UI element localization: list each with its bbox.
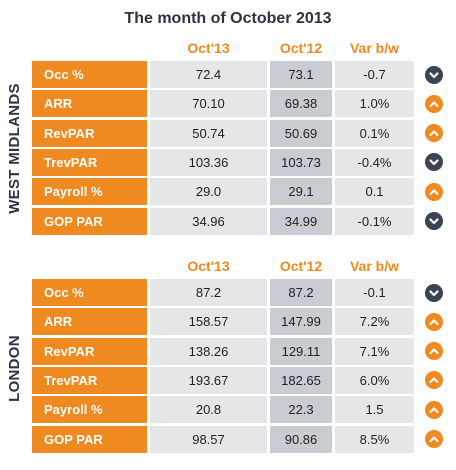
table-row: GOP PAR 34.96 34.99 -0.1% — [0, 207, 456, 238]
value-variance: -0.4% — [335, 148, 414, 176]
oct12-cell-bg — [270, 337, 332, 365]
value-oct13: 138.26 — [150, 337, 267, 365]
chevron-down-icon — [425, 153, 443, 172]
table-row: TrevPAR 193.67 182.65 6.0% — [0, 366, 456, 397]
section-west-midlands: WEST MIDLANDS Oct'13 Oct'12 Var b/w Occ … — [0, 38, 456, 235]
chevron-down-icon — [425, 283, 443, 302]
value-variance: 0.1 — [335, 178, 414, 206]
value-oct13: 158.57 — [150, 308, 267, 336]
value-oct12: 22.3 — [288, 402, 314, 418]
oct12-cell-bg — [270, 148, 332, 176]
value-oct12: 73.1 — [288, 67, 314, 82]
metric-label: TrevPAR — [32, 148, 147, 176]
chevron-up-icon — [425, 400, 443, 419]
chevron-up-icon — [425, 342, 443, 361]
chevron-up-icon — [425, 182, 443, 201]
oct12-cell-bg — [270, 119, 332, 147]
table-row: TrevPAR 103.36 103.73 -0.4% — [0, 148, 456, 179]
value-oct12: 182.65 — [281, 372, 321, 388]
oct12-cell-bg — [270, 396, 332, 424]
oct12-cell-bg — [270, 207, 332, 235]
value-variance: -0.1 — [335, 279, 414, 306]
value-variance: 1.5 — [335, 396, 414, 424]
chevron-up-icon — [425, 371, 443, 390]
column-header-oct13: Oct'13 — [187, 40, 230, 56]
value-oct13: 103.36 — [150, 148, 267, 176]
value-oct13: 70.10 — [150, 90, 267, 118]
metric-label: ARR — [32, 308, 147, 336]
value-oct13: 50.74 — [150, 119, 267, 147]
table-row: Payroll % 29.0 29.1 0.1 — [0, 178, 456, 208]
column-header-oct13: Oct'13 — [187, 258, 230, 274]
oct12-cell-bg — [270, 90, 332, 118]
value-oct12: 87.2 — [288, 285, 314, 300]
table-row: Occ % 72.4 73.1 -0.7 — [0, 61, 456, 91]
table-row: ARR 158.57 147.99 7.2% — [0, 308, 456, 338]
table-row: Payroll % 20.8 22.3 1.5 — [0, 396, 456, 426]
oct12-cell-bg — [270, 178, 332, 206]
value-oct12: 147.99 — [281, 314, 321, 330]
metric-label: TrevPAR — [32, 366, 147, 394]
metric-label: ARR — [32, 90, 147, 118]
metric-label: RevPAR — [32, 119, 147, 147]
value-oct13: 193.67 — [150, 366, 267, 394]
value-variance: -0.1% — [335, 207, 414, 235]
value-variance: 7.2% — [335, 308, 414, 336]
value-variance: 8.5% — [335, 425, 414, 453]
chevron-up-icon — [425, 312, 443, 331]
value-oct12: 50.69 — [284, 125, 318, 141]
value-variance: 1.0% — [335, 90, 414, 118]
table-row: GOP PAR 98.57 90.86 8.5% — [0, 425, 456, 456]
oct12-cell-bg — [270, 366, 332, 394]
value-oct13: 34.96 — [150, 207, 267, 235]
value-oct12: 103.73 — [281, 154, 321, 170]
value-oct13: 72.4 — [150, 61, 267, 88]
value-oct13: 29.0 — [150, 178, 267, 206]
value-oct12: 129.11 — [281, 343, 321, 359]
section-london: LONDON Oct'13 Oct'12 Var b/w Occ % 87.2 … — [0, 256, 456, 456]
column-header-oct12: Oct'12 — [279, 258, 323, 274]
chevron-down-icon — [425, 65, 443, 84]
value-oct13: 98.57 — [150, 425, 267, 453]
oct12-cell-bg — [270, 61, 332, 88]
value-oct13: 87.2 — [150, 279, 267, 306]
metric-label: Occ % — [32, 279, 147, 306]
table-row: Occ % 87.2 87.2 -0.1 — [0, 279, 456, 309]
table-row: RevPAR 50.74 50.69 0.1% — [0, 119, 456, 150]
metric-label: GOP PAR — [32, 425, 147, 453]
chevron-up-icon — [425, 94, 443, 113]
column-header-oct12: Oct'12 — [279, 40, 323, 56]
value-oct12: 69.38 — [284, 96, 318, 112]
metric-label: Payroll % — [32, 178, 147, 206]
oct12-cell-bg — [270, 279, 332, 306]
column-header-var: Var b/w — [349, 258, 400, 274]
value-variance: 6.0% — [335, 366, 414, 394]
oct12-cell-bg — [270, 425, 332, 453]
chevron-down-icon — [425, 212, 443, 230]
value-oct12: 90.86 — [284, 431, 318, 447]
value-oct13: 20.8 — [150, 396, 267, 424]
chevron-up-icon — [425, 430, 443, 448]
page-title: The month of October 2013 — [124, 10, 332, 27]
table-row: ARR 70.10 69.38 1.0% — [0, 90, 456, 120]
column-header-var: Var b/w — [349, 40, 400, 56]
metric-label: GOP PAR — [32, 207, 147, 235]
metric-label: Payroll % — [32, 396, 147, 424]
value-oct12: 29.1 — [288, 184, 314, 200]
value-variance: -0.7 — [335, 61, 414, 88]
table-row: RevPAR 138.26 129.11 7.1% — [0, 337, 456, 368]
chevron-up-icon — [425, 124, 443, 143]
oct12-cell-bg — [270, 308, 332, 336]
value-variance: 0.1% — [335, 119, 414, 147]
metric-label: Occ % — [32, 61, 147, 88]
value-oct12: 34.99 — [284, 213, 318, 229]
value-variance: 7.1% — [335, 337, 414, 365]
metric-label: RevPAR — [32, 337, 147, 365]
